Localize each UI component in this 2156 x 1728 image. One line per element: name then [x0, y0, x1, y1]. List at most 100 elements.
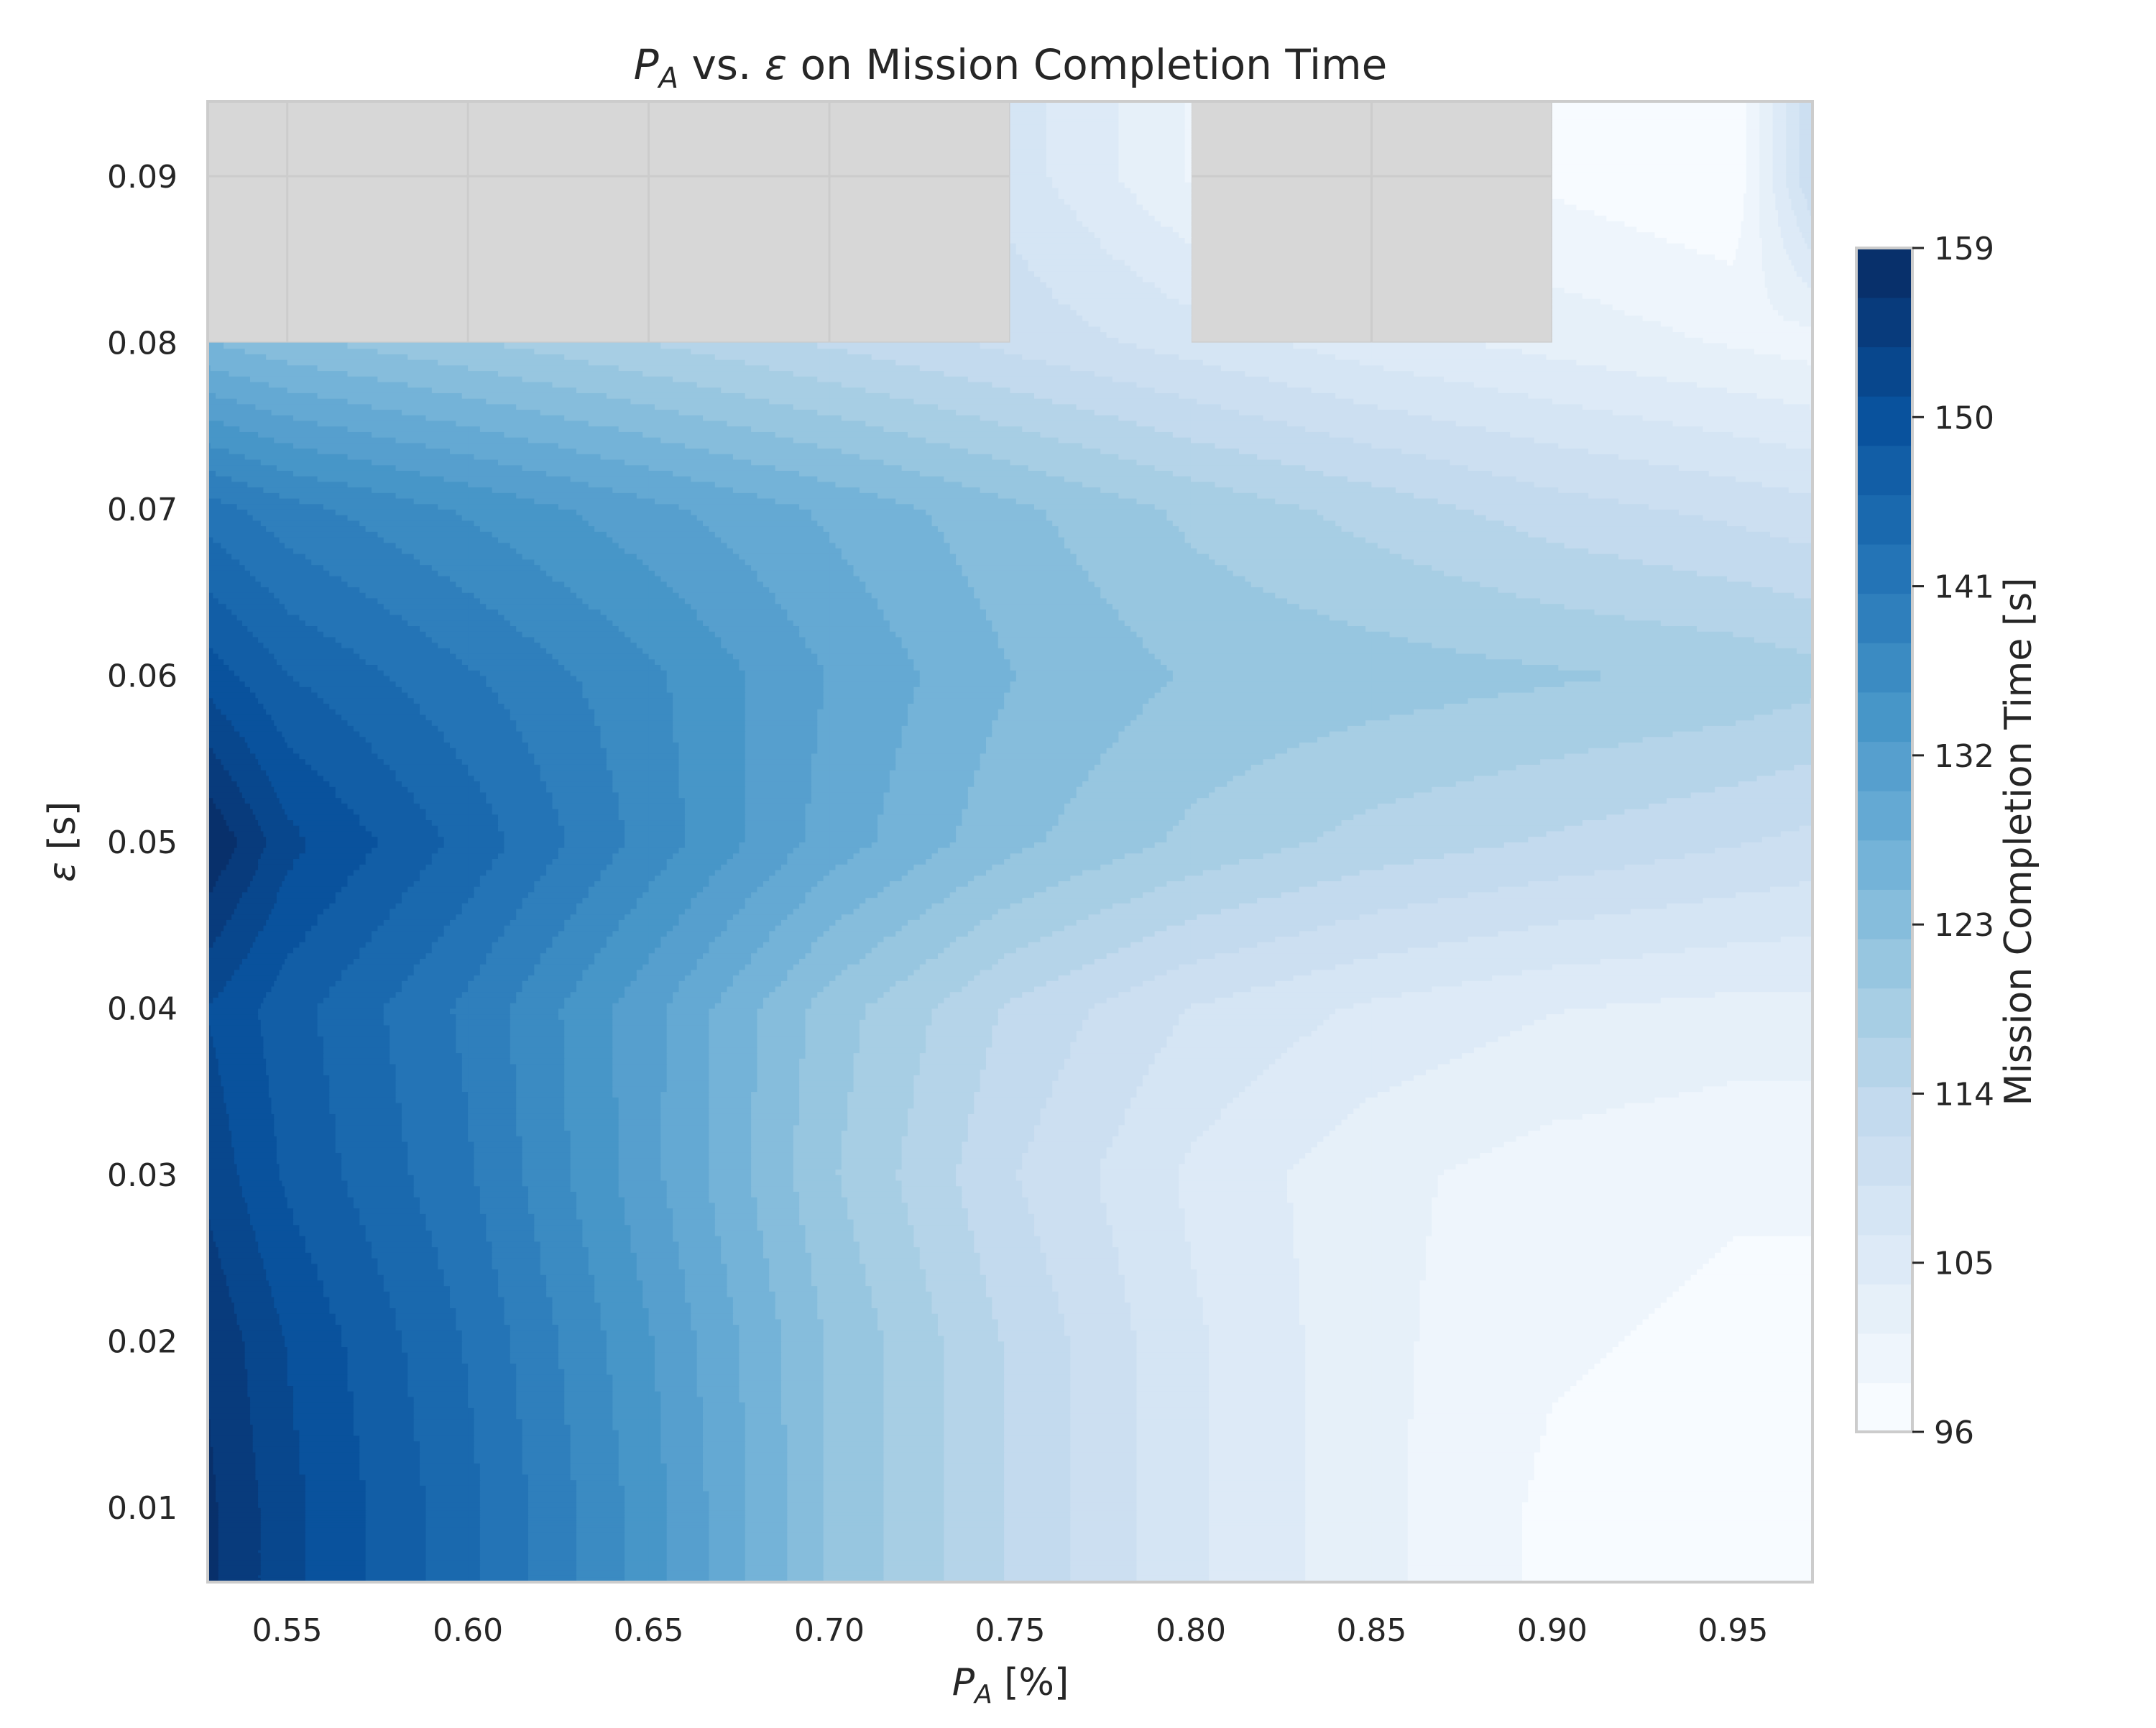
contour-band-cell [571, 1130, 619, 1136]
contour-band-cell [384, 1008, 451, 1014]
contour-band-cell [1408, 1418, 1547, 1425]
contour-band-cell [1371, 1502, 1408, 1508]
contour-band-cell [250, 1418, 288, 1425]
contour-band-cell [558, 847, 619, 854]
contour-band-cell [829, 1502, 884, 1508]
contour-band-cell [847, 1124, 908, 1131]
contour-band-cell [649, 764, 680, 771]
contour-band-cell [336, 792, 415, 799]
contour-band-cell [1293, 1208, 1372, 1214]
contour-band-cell [811, 1003, 830, 1009]
contour-band-cell [673, 1213, 716, 1220]
contour-band-cell [510, 1324, 559, 1331]
contour-band-cell [745, 1496, 788, 1502]
contour-band-cell [534, 1219, 583, 1226]
contour-band-cell [208, 919, 227, 926]
contour-band-cell [208, 809, 221, 815]
contour-band-cell [757, 1047, 806, 1053]
contour-band-cell [1552, 1103, 1625, 1109]
contour-band-cell [1371, 986, 1432, 993]
contour-band-cell [1064, 1058, 1156, 1065]
contour-band-cell [829, 1185, 842, 1192]
contour-band-cell [860, 1025, 926, 1031]
contour-band-cell [486, 1219, 535, 1226]
contour-band-cell [407, 1352, 462, 1359]
contour-band-cell [854, 1080, 915, 1087]
contour-band-cell [208, 897, 240, 904]
contour-band-cell [329, 1080, 396, 1087]
contour-band-cell [456, 1319, 469, 1325]
contour-band-cell [250, 947, 288, 954]
contour-band-cell [1371, 1152, 1480, 1159]
contour-band-cell [558, 814, 619, 820]
contour-band-cell [944, 1352, 1005, 1359]
contour-band-cell [1733, 1042, 1813, 1048]
contour-band-cell [1028, 1146, 1107, 1153]
contour-band-cell [522, 731, 602, 737]
contour-band-cell [261, 852, 288, 859]
contour-band-cell [649, 1175, 662, 1181]
contour-band-cell [468, 809, 492, 815]
contour-band-cell [944, 1402, 1005, 1408]
contour-band-cell [1070, 1402, 1137, 1408]
contour-band-cell [216, 1479, 259, 1486]
contour-band-cell [402, 781, 469, 787]
contour-band-cell [619, 1130, 650, 1136]
contour-band-cell [1317, 881, 1372, 887]
contour-band-cell [1733, 1203, 1813, 1209]
contour-band-cell [757, 1052, 806, 1059]
contour-band-cell [667, 1491, 710, 1497]
contour-band-cell [329, 1091, 396, 1098]
contour-band-cell [1552, 936, 1733, 942]
contour-band-cell [396, 1097, 469, 1103]
contour-band-cell [842, 1141, 903, 1148]
contour-band-cell [305, 1236, 367, 1242]
contour-band-cell [329, 1302, 390, 1308]
contour-band-cell [1010, 858, 1113, 865]
contour-band-cell [208, 1285, 229, 1292]
contour-band-cell [649, 781, 680, 787]
contour-band-cell [829, 1452, 884, 1458]
contour-band-cell [703, 1430, 746, 1436]
contour-band-cell [336, 709, 420, 715]
contour-band-cell [829, 991, 884, 998]
contour-band-cell [564, 1064, 613, 1070]
contour-band-cell [366, 1496, 427, 1502]
contour-band-cell [516, 1108, 565, 1114]
contour-band-cell [1191, 1379, 1210, 1386]
contour-band-cell [751, 1103, 800, 1109]
contour-band-cell [824, 1336, 830, 1342]
contour-band-cell [1733, 1319, 1813, 1325]
contour-band-cell [347, 1363, 408, 1369]
contour-band-cell [1034, 1130, 1119, 1136]
contour-band-cell [992, 1297, 1010, 1303]
contour-band-cell [793, 1158, 830, 1164]
contour-band-cell [1010, 1297, 1059, 1303]
contour-band-cell [468, 1274, 499, 1281]
contour-band-cell [208, 1064, 219, 1070]
contour-band-cell [258, 1502, 287, 1508]
contour-band-cell [1010, 919, 1077, 926]
contour-band-cell [468, 786, 481, 793]
contour-band-cell [594, 958, 649, 965]
contour-band-cell [221, 709, 267, 715]
contour-band-cell [1004, 1352, 1010, 1359]
contour-band-cell [1558, 875, 1733, 881]
contour-band-cell [1552, 1213, 1733, 1220]
contour-band-cell [619, 1191, 650, 1198]
contour-band-cell [1323, 1136, 1372, 1142]
contour-band-cell [1010, 1219, 1035, 1226]
contour-band-cell [287, 870, 354, 876]
contour-band-cell [1733, 986, 1813, 993]
contour-band-cell [474, 1407, 517, 1414]
contour-band-cell [757, 1064, 800, 1070]
contour-band-cell [649, 1064, 668, 1070]
contour-band-cell [709, 1197, 757, 1203]
contour-band-cell [1371, 1274, 1426, 1281]
contour-band-cell [366, 1491, 427, 1497]
contour-band-cell [1070, 1391, 1137, 1397]
contour-band-cell [558, 1363, 607, 1369]
contour-band-cell [1010, 1402, 1072, 1408]
contour-band-cell [402, 986, 469, 993]
